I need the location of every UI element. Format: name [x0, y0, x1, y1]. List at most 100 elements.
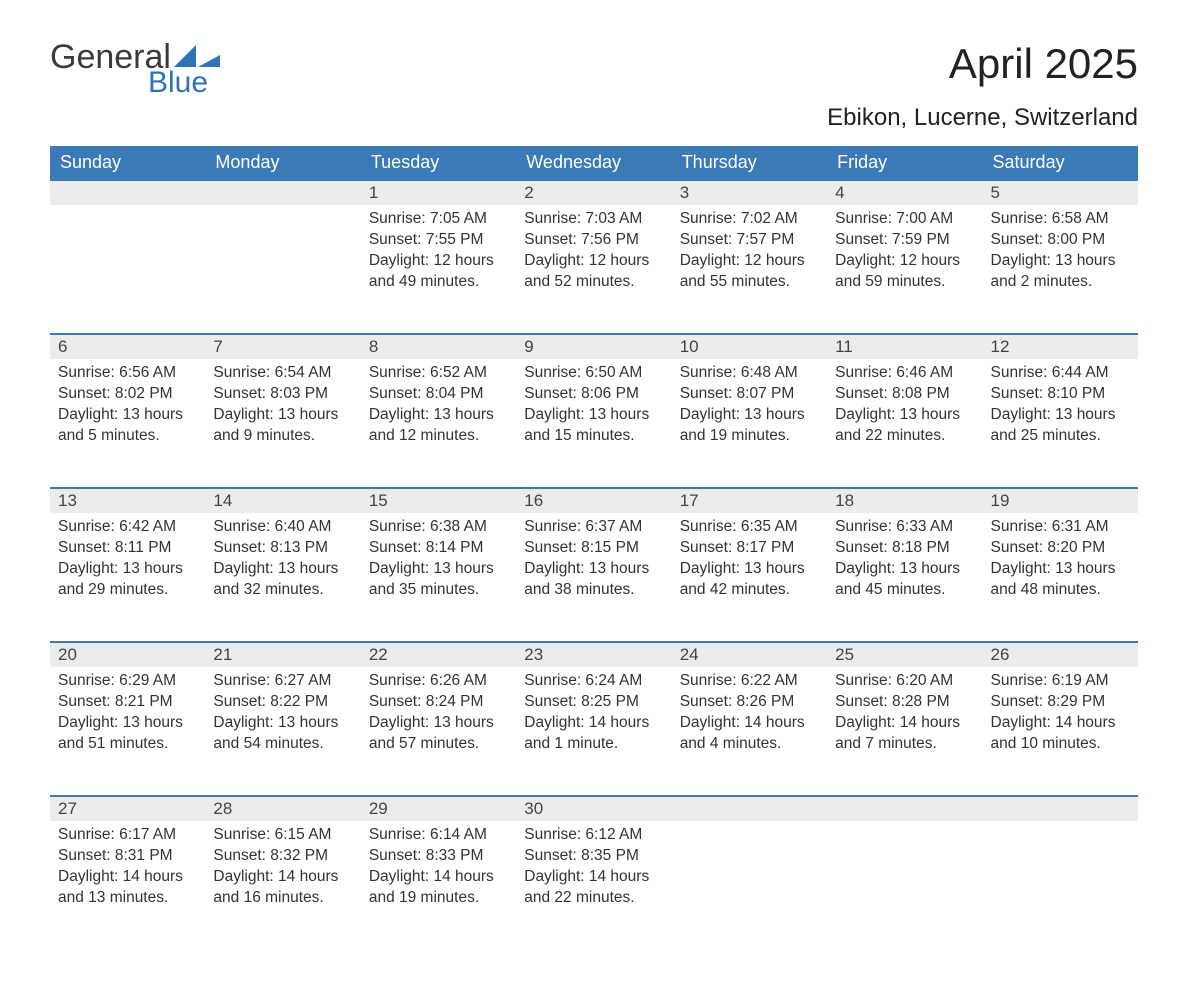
sunrise-line: Sunrise: 6:12 AM: [524, 825, 663, 846]
sunrise-line: Sunrise: 6:26 AM: [369, 671, 508, 692]
day-data-row: Sunrise: 6:17 AMSunset: 8:31 PMDaylight:…: [50, 821, 1138, 949]
day-number: 28: [205, 795, 360, 821]
day-cell: Sunrise: 6:12 AMSunset: 8:35 PMDaylight:…: [516, 821, 671, 949]
day-details: Sunrise: 6:54 AMSunset: 8:03 PMDaylight:…: [205, 359, 360, 465]
weekday-header: Sunday: [50, 146, 205, 179]
sunrise-line: Sunrise: 6:44 AM: [991, 363, 1130, 384]
daylight-line: Daylight: 12 hours and 52 minutes.: [524, 251, 663, 293]
day-cell: Sunrise: 6:48 AMSunset: 8:07 PMDaylight:…: [672, 359, 827, 487]
day-details: Sunrise: 6:24 AMSunset: 8:25 PMDaylight:…: [516, 667, 671, 773]
day-number-cell: 5: [983, 179, 1138, 205]
sunrise-line: Sunrise: 6:40 AM: [213, 517, 352, 538]
day-number: 10: [672, 333, 827, 359]
day-details: Sunrise: 6:19 AMSunset: 8:29 PMDaylight:…: [983, 667, 1138, 773]
day-cell: Sunrise: 6:35 AMSunset: 8:17 PMDaylight:…: [672, 513, 827, 641]
page-subtitle: Ebikon, Lucerne, Switzerland: [50, 104, 1138, 132]
day-details: Sunrise: 6:35 AMSunset: 8:17 PMDaylight:…: [672, 513, 827, 619]
sunset-line: Sunset: 8:20 PM: [991, 538, 1130, 559]
sunrise-line: Sunrise: 6:14 AM: [369, 825, 508, 846]
sunrise-line: Sunrise: 6:17 AM: [58, 825, 197, 846]
daylight-line: Daylight: 12 hours and 59 minutes.: [835, 251, 974, 293]
day-details: Sunrise: 6:40 AMSunset: 8:13 PMDaylight:…: [205, 513, 360, 619]
sunrise-line: Sunrise: 6:54 AM: [213, 363, 352, 384]
day-number: 30: [516, 795, 671, 821]
sunset-line: Sunset: 8:06 PM: [524, 384, 663, 405]
day-details: Sunrise: 6:42 AMSunset: 8:11 PMDaylight:…: [50, 513, 205, 619]
day-number-cell: 26: [983, 641, 1138, 667]
daylight-line: Daylight: 13 hours and 35 minutes.: [369, 559, 508, 601]
sunset-line: Sunset: 7:57 PM: [680, 230, 819, 251]
day-number-cell: 13: [50, 487, 205, 513]
daylight-line: Daylight: 14 hours and 16 minutes.: [213, 867, 352, 909]
day-cell: Sunrise: 6:14 AMSunset: 8:33 PMDaylight:…: [361, 821, 516, 949]
day-number: 9: [516, 333, 671, 359]
day-details: Sunrise: 6:31 AMSunset: 8:20 PMDaylight:…: [983, 513, 1138, 619]
day-number-cell: 12: [983, 333, 1138, 359]
sunset-line: Sunset: 8:08 PM: [835, 384, 974, 405]
sunrise-line: Sunrise: 6:22 AM: [680, 671, 819, 692]
weekday-header: Wednesday: [516, 146, 671, 179]
sunset-line: Sunset: 7:55 PM: [369, 230, 508, 251]
day-number-cell: 22: [361, 641, 516, 667]
day-details: Sunrise: 6:38 AMSunset: 8:14 PMDaylight:…: [361, 513, 516, 619]
sunrise-line: Sunrise: 6:56 AM: [58, 363, 197, 384]
day-details: Sunrise: 6:27 AMSunset: 8:22 PMDaylight:…: [205, 667, 360, 773]
day-cell: Sunrise: 7:03 AMSunset: 7:56 PMDaylight:…: [516, 205, 671, 333]
day-number: 18: [827, 487, 982, 513]
daylight-line: Daylight: 12 hours and 55 minutes.: [680, 251, 819, 293]
header: General Blue April 2025: [50, 40, 1138, 98]
day-cell: Sunrise: 6:22 AMSunset: 8:26 PMDaylight:…: [672, 667, 827, 795]
day-number-cell: 18: [827, 487, 982, 513]
day-cell: [672, 821, 827, 949]
day-cell: Sunrise: 6:17 AMSunset: 8:31 PMDaylight:…: [50, 821, 205, 949]
day-number: 1: [361, 179, 516, 205]
day-number-row: 6789101112: [50, 333, 1138, 359]
sunrise-line: Sunrise: 6:50 AM: [524, 363, 663, 384]
sunset-line: Sunset: 8:04 PM: [369, 384, 508, 405]
sunset-line: Sunset: 8:18 PM: [835, 538, 974, 559]
day-details: Sunrise: 7:05 AMSunset: 7:55 PMDaylight:…: [361, 205, 516, 311]
day-details: Sunrise: 6:22 AMSunset: 8:26 PMDaylight:…: [672, 667, 827, 773]
day-cell: Sunrise: 6:58 AMSunset: 8:00 PMDaylight:…: [983, 205, 1138, 333]
sunrise-line: Sunrise: 6:46 AM: [835, 363, 974, 384]
weekday-header-row: SundayMondayTuesdayWednesdayThursdayFrid…: [50, 146, 1138, 179]
day-number-row: 27282930: [50, 795, 1138, 821]
day-number-cell: 14: [205, 487, 360, 513]
day-cell: [205, 205, 360, 333]
sunrise-line: Sunrise: 6:48 AM: [680, 363, 819, 384]
day-number-cell: 17: [672, 487, 827, 513]
sunrise-line: Sunrise: 7:02 AM: [680, 209, 819, 230]
sunset-line: Sunset: 8:24 PM: [369, 692, 508, 713]
day-details: Sunrise: 6:26 AMSunset: 8:24 PMDaylight:…: [361, 667, 516, 773]
daylight-line: Daylight: 14 hours and 19 minutes.: [369, 867, 508, 909]
day-number: [50, 179, 205, 205]
page-title: April 2025: [949, 40, 1138, 88]
day-number: 20: [50, 641, 205, 667]
sunrise-line: Sunrise: 6:20 AM: [835, 671, 974, 692]
daylight-line: Daylight: 13 hours and 12 minutes.: [369, 405, 508, 447]
sunset-line: Sunset: 8:11 PM: [58, 538, 197, 559]
day-data-row: Sunrise: 6:56 AMSunset: 8:02 PMDaylight:…: [50, 359, 1138, 487]
day-number-row: 20212223242526: [50, 641, 1138, 667]
sunset-line: Sunset: 8:22 PM: [213, 692, 352, 713]
day-number: 19: [983, 487, 1138, 513]
day-details: Sunrise: 6:37 AMSunset: 8:15 PMDaylight:…: [516, 513, 671, 619]
daylight-line: Daylight: 13 hours and 5 minutes.: [58, 405, 197, 447]
day-number: 24: [672, 641, 827, 667]
day-cell: Sunrise: 6:24 AMSunset: 8:25 PMDaylight:…: [516, 667, 671, 795]
day-number: 8: [361, 333, 516, 359]
day-number: [205, 179, 360, 205]
day-cell: Sunrise: 6:54 AMSunset: 8:03 PMDaylight:…: [205, 359, 360, 487]
day-data-row: Sunrise: 6:42 AMSunset: 8:11 PMDaylight:…: [50, 513, 1138, 641]
day-data-row: Sunrise: 6:29 AMSunset: 8:21 PMDaylight:…: [50, 667, 1138, 795]
day-details: Sunrise: 6:50 AMSunset: 8:06 PMDaylight:…: [516, 359, 671, 465]
day-number-cell: 9: [516, 333, 671, 359]
calendar-table: SundayMondayTuesdayWednesdayThursdayFrid…: [50, 146, 1138, 949]
day-cell: Sunrise: 6:44 AMSunset: 8:10 PMDaylight:…: [983, 359, 1138, 487]
daylight-line: Daylight: 13 hours and 25 minutes.: [991, 405, 1130, 447]
sunrise-line: Sunrise: 6:38 AM: [369, 517, 508, 538]
day-number: 12: [983, 333, 1138, 359]
day-number-cell: 15: [361, 487, 516, 513]
day-details: Sunrise: 7:00 AMSunset: 7:59 PMDaylight:…: [827, 205, 982, 311]
daylight-line: Daylight: 13 hours and 9 minutes.: [213, 405, 352, 447]
